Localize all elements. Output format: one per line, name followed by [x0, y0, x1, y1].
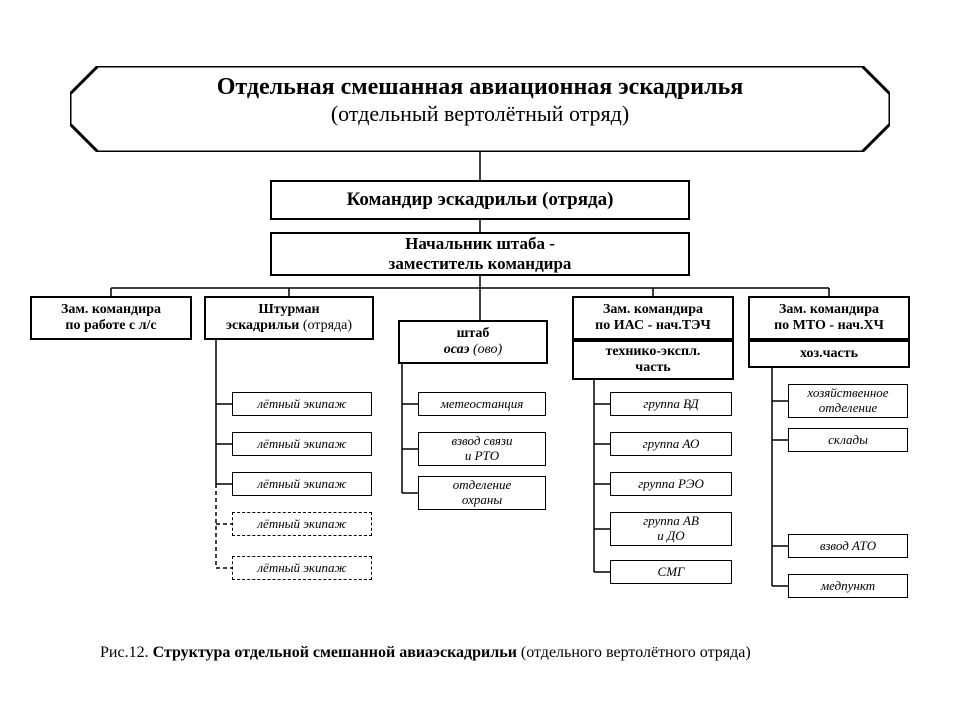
mto-l2: по МТО - нач.ХЧ [754, 318, 904, 334]
caption-rest: (отдельного вертолётного отряда) [517, 644, 751, 661]
hq-item-label: отделение [423, 478, 541, 493]
hoz-item-label: отделение [793, 401, 903, 416]
deputy-ls-l2: по работе с л/с [36, 318, 186, 334]
commander-label: Командир эскадрильи (отряда) [276, 189, 684, 211]
mto-l1: Зам. командира [754, 302, 904, 318]
tech-item-label: и ДО [615, 529, 727, 544]
hq-item-label: охраны [423, 493, 541, 508]
crew-box-dashed: лётный экипаж [232, 512, 372, 536]
commander-box: Командир эскадрильи (отряда) [270, 180, 690, 220]
ias-l1: Зам. командира [578, 302, 728, 318]
crew-box: лётный экипаж [232, 432, 372, 456]
hq-item-guard: отделение охраны [418, 476, 546, 510]
crew-box: лётный экипаж [232, 392, 372, 416]
navigator-l1: Штурман [210, 302, 368, 318]
caption-prefix: Рис.12. [100, 644, 153, 661]
hq-l1: штаб [404, 326, 542, 342]
tech-item-ao: группа АО [610, 432, 732, 456]
tech-item-label: СМГ [615, 565, 727, 580]
hoz-item-dept: хозяйственное отделение [788, 384, 908, 418]
crew-box: лётный экипаж [232, 472, 372, 496]
navigator-box: Штурман эскадрильи (отряда) [204, 296, 374, 340]
ias-l2: по ИАС - нач.ТЭЧ [578, 318, 728, 334]
hq-item-meteo: метеостанция [418, 392, 546, 416]
tech-l1: технико-экспл. [578, 344, 728, 360]
deputy-mto-box: Зам. командира по МТО - нач.ХЧ [748, 296, 910, 340]
navigator-l2: эскадрильи (отряда) [210, 318, 368, 334]
figure-caption: Рис.12. Структура отдельной смешанной ав… [100, 644, 751, 662]
hoz-item-label: склады [793, 433, 903, 448]
tech-item-smg: СМГ [610, 560, 732, 584]
tech-l2: часть [578, 360, 728, 376]
tech-item-label: группа АВ [615, 514, 727, 529]
crew-label: лётный экипаж [237, 397, 367, 412]
tech-item-vd: группа ВД [610, 392, 732, 416]
crew-box-dashed: лётный экипаж [232, 556, 372, 580]
hoz-item-warehouse: склады [788, 428, 908, 452]
deputy-ls-l1: Зам. командира [36, 302, 186, 318]
hoz-label: хоз.часть [754, 346, 904, 362]
hq-box: штаб осаэ (ово) [398, 320, 548, 364]
tech-item-av: группа АВ и ДО [610, 512, 732, 546]
tech-item-label: группа РЭО [615, 477, 727, 492]
tech-item-label: группа ВД [615, 397, 727, 412]
hq-item-label: и РТО [423, 449, 541, 464]
tech-item-reo: группа РЭО [610, 472, 732, 496]
org-chart: Отдельная смешанная авиационная эскадрил… [0, 0, 960, 720]
crew-label: лётный экипаж [237, 517, 367, 532]
chief-box: Начальник штаба - заместитель командира [270, 232, 690, 276]
hoz-item-label: медпункт [793, 579, 903, 594]
hoz-item-med: медпункт [788, 574, 908, 598]
caption-bold: Структура отдельной смешанной авиаэскадр… [153, 644, 517, 661]
hq-l2: осаэ (ово) [404, 342, 542, 358]
crew-label: лётный экипаж [237, 437, 367, 452]
hoz-item-ato: взвод АТО [788, 534, 908, 558]
tech-box: технико-экспл. часть [572, 340, 734, 380]
chief-line1: Начальник штаба - [276, 234, 684, 254]
chief-line2: заместитель командира [276, 254, 684, 274]
crew-label: лётный экипаж [237, 477, 367, 492]
hoz-item-label: хозяйственное [793, 386, 903, 401]
hq-item-label: метеостанция [423, 397, 541, 412]
hq-item-label: взвод связи [423, 434, 541, 449]
crew-label: лётный экипаж [237, 561, 367, 576]
hoz-item-label: взвод АТО [793, 539, 903, 554]
tech-item-label: группа АО [615, 437, 727, 452]
hoz-box: хоз.часть [748, 340, 910, 368]
deputy-ls-box: Зам. командира по работе с л/с [30, 296, 192, 340]
deputy-ias-box: Зам. командира по ИАС - нач.ТЭЧ [572, 296, 734, 340]
hq-item-comms: взвод связи и РТО [418, 432, 546, 466]
